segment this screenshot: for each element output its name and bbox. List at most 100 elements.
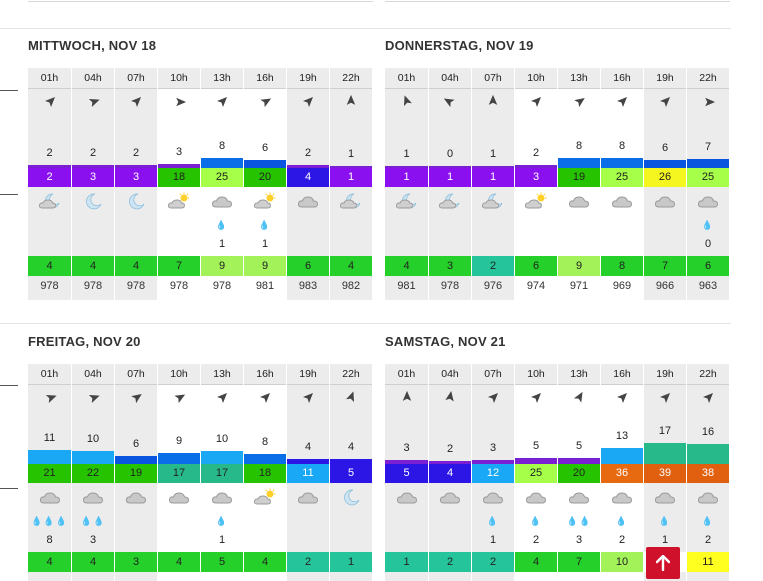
hour-divider: [158, 384, 200, 385]
hour-column: 16h 8 18 4: [243, 364, 286, 581]
wind-speed-bar: [330, 166, 372, 168]
cloud-icon: [211, 192, 233, 210]
pressure: 978: [40, 280, 59, 292]
temperature: 3: [429, 256, 471, 276]
cloud-icon: [439, 488, 461, 506]
precipitation-amount: 1: [661, 534, 669, 546]
pressure: 976: [483, 280, 503, 292]
cloud-icon: [568, 488, 590, 506]
wind-direction-icon: [528, 390, 544, 406]
temperature: 7: [644, 256, 686, 276]
wind-direction-icon: [700, 390, 716, 406]
hour-label: 10h: [158, 364, 200, 384]
pressure: 969: [612, 280, 632, 292]
rain-drops-icon: 💧: [529, 516, 543, 526]
hour-divider: [115, 384, 157, 385]
wind-speed: 3: [489, 442, 497, 454]
pressure: 982: [341, 280, 361, 292]
temperature: 4: [385, 256, 428, 276]
wind-speed: 11: [43, 432, 56, 444]
hour-column: 01h 2 2 4 978: [28, 68, 71, 300]
hour-divider: [244, 384, 286, 385]
wind-direction-icon: [442, 94, 458, 110]
wind-direction-icon: [485, 94, 501, 110]
wind-direction-icon: [571, 390, 587, 406]
previous-days-strip: [0, 0, 763, 29]
temperature: 7: [558, 552, 600, 572]
sun-cloud-icon: [168, 192, 190, 210]
hour-divider: [244, 88, 286, 89]
cloud-icon: [697, 192, 719, 210]
sun-cloud-icon: [254, 192, 276, 210]
hour-divider: [472, 384, 514, 385]
temperature: 4: [244, 552, 286, 572]
hour-label: 07h: [115, 68, 157, 88]
hour-column: 04h 2 3 4 978: [71, 68, 114, 300]
wind-direction-icon: [343, 94, 359, 110]
rain-drops-icon: 💧💧💧: [31, 516, 68, 526]
wind-speed: 8: [218, 140, 226, 152]
hour-column: 10h 5 25 💧 2 4: [514, 364, 557, 581]
temperature: 8: [601, 256, 643, 276]
hour-divider: [601, 88, 643, 89]
wind-speed-bar: [158, 164, 200, 168]
wind-direction-icon: [657, 94, 673, 110]
hour-divider: [558, 384, 600, 385]
hour-divider: [287, 88, 329, 89]
wind-speed-bar: [115, 456, 157, 464]
arrow-up-icon: [656, 555, 670, 571]
day-title: FREITAG, NOV 20: [28, 334, 141, 349]
hour-divider: [385, 384, 428, 385]
wind-gust: 17: [201, 464, 243, 483]
wind-speed: 9: [175, 435, 183, 447]
wind-speed-bar: [201, 158, 243, 168]
wind-gust: 18: [244, 464, 286, 483]
hourly-grid: 01h 11 21 💧💧💧 8 4 04h 10 22 💧💧 3 4 07h 6 19 3 10h 9 17 4 13h…: [28, 364, 372, 581]
hour-divider: [330, 384, 372, 385]
wind-speed: 17: [658, 425, 672, 437]
wind-speed-bar: [601, 448, 643, 464]
hour-label: 22h: [330, 364, 372, 384]
hour-column: 04h 2 4 2: [428, 364, 471, 581]
hour-column: 13h 10 17 💧 1 5: [200, 364, 243, 581]
precipitation-amount: 2: [704, 534, 712, 546]
pressure: 978: [126, 280, 146, 292]
temperature: 4: [115, 256, 157, 276]
scroll-to-top-button[interactable]: [646, 547, 680, 579]
hour-column: 04h 10 22 💧💧 3 4: [71, 364, 114, 581]
wind-speed-bar: [287, 459, 329, 464]
wind-speed: 7: [704, 141, 712, 153]
precipitation-amount: 1: [489, 534, 497, 546]
hour-label: 16h: [244, 68, 286, 88]
hour-divider: [429, 384, 471, 385]
rain-drops-icon: 💧💧: [566, 516, 592, 526]
wind-speed-bar: [601, 158, 643, 168]
precipitation-amount: 1: [218, 238, 226, 250]
wind-speed: 13: [615, 430, 629, 442]
wind-speed-bar: [158, 453, 200, 464]
day-separator: [0, 323, 731, 324]
hour-divider: [385, 88, 428, 89]
wind-speed: 1: [403, 148, 410, 160]
wind-gust: 4: [429, 464, 471, 483]
cloud-icon: [482, 488, 504, 506]
precipitation-amount: 8: [46, 534, 53, 546]
left-edge-line: [0, 90, 18, 91]
wind-speed: 10: [215, 433, 229, 445]
wind-gust: 11: [287, 464, 329, 483]
wind-speed-bar: [201, 451, 243, 464]
left-edge-line: [0, 385, 18, 386]
wind-gust: 5: [330, 464, 372, 483]
wind-direction-icon: [300, 94, 316, 110]
wind-gust: 19: [558, 168, 600, 187]
hour-divider: [72, 384, 114, 385]
wind-speed-bar: [287, 165, 329, 168]
cloud-icon: [82, 488, 104, 506]
pressure: 978: [169, 280, 189, 292]
wind-speed-bar: [72, 451, 114, 464]
wind-speed: 10: [86, 433, 100, 445]
wind-speed-bar: [429, 166, 471, 168]
wind-direction-icon: [442, 390, 458, 406]
rain-drops-icon: 💧: [658, 516, 672, 526]
sun-cloud-icon: [525, 192, 547, 210]
